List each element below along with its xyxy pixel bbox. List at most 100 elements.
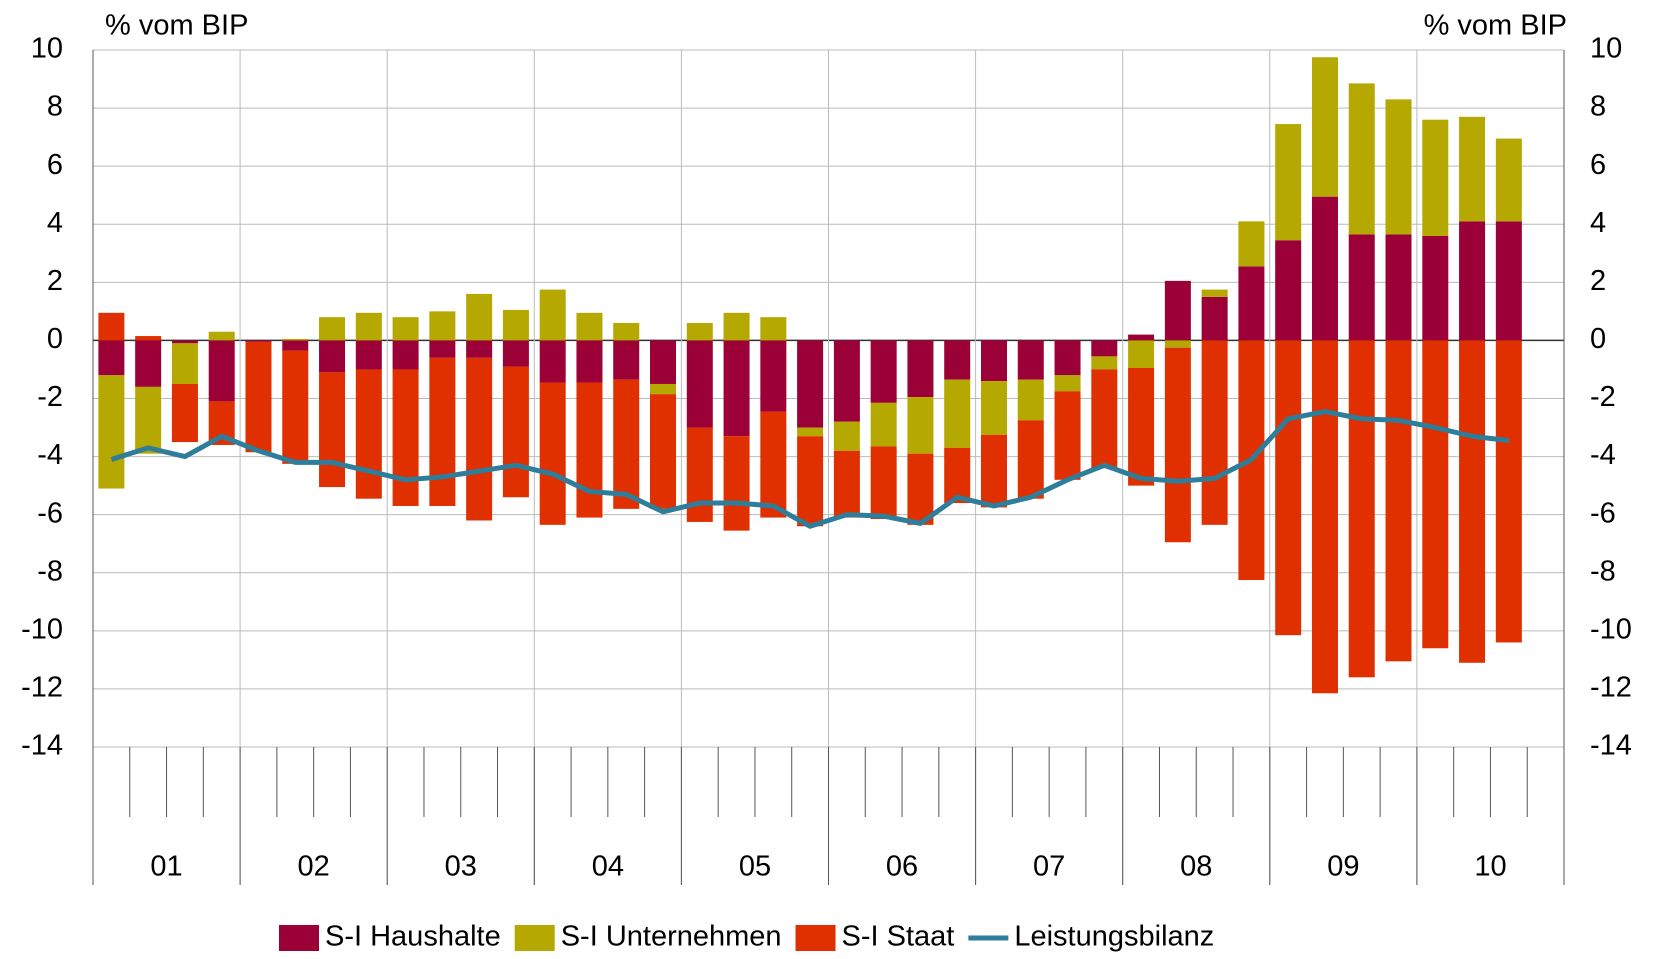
bar-segment — [171, 340, 198, 344]
legend-swatch — [795, 925, 836, 951]
bar-segment — [319, 372, 346, 488]
bar-segment — [208, 340, 235, 402]
y2-tick-label: -2 — [1590, 381, 1616, 413]
y-tick-label: 8 — [47, 91, 63, 123]
bar-segment — [1054, 391, 1081, 480]
y2-tick-label: -14 — [1590, 730, 1632, 762]
y-tick-label: 0 — [47, 323, 63, 355]
x-tick-label: 03 — [445, 851, 477, 883]
bar-segment — [466, 293, 493, 341]
bar-segment — [1238, 221, 1265, 267]
bar-segment — [1128, 340, 1155, 369]
bar-segment — [1054, 375, 1081, 392]
bar-segment — [1164, 340, 1191, 348]
x-tick-label: 10 — [1474, 851, 1506, 883]
bar-segment — [1459, 221, 1486, 341]
bar-segment — [1054, 340, 1081, 376]
bar-segment — [539, 340, 566, 383]
bar-segment — [760, 411, 787, 518]
bar-segment — [98, 375, 125, 489]
bar-segment — [870, 446, 897, 520]
bar-segment — [466, 340, 493, 358]
bar-segment — [833, 340, 860, 422]
bar-segment — [760, 340, 787, 412]
bar-segment — [282, 338, 309, 341]
bar-segment — [650, 340, 677, 384]
bar-segment — [797, 427, 824, 437]
bar-segment — [576, 382, 603, 518]
bar-segment — [98, 312, 125, 341]
bar-segment — [429, 340, 456, 358]
bar-segment — [502, 366, 529, 498]
legend-swatch — [279, 925, 319, 951]
bar-segment — [135, 386, 162, 454]
bar-segment — [539, 382, 566, 525]
bar-segment — [245, 341, 272, 453]
bar-segment — [429, 357, 456, 506]
y2-tick-label: -8 — [1590, 555, 1616, 587]
y-tick-label: -6 — [37, 497, 63, 529]
bar-segment — [907, 397, 934, 454]
y-tick-label: 2 — [47, 265, 63, 297]
y-tick-label: 10 — [31, 33, 63, 65]
bar-segment — [1385, 340, 1412, 662]
bar-segment — [429, 311, 456, 341]
bar-segment — [1311, 57, 1338, 197]
bar-segment — [1348, 83, 1375, 235]
bar-segment — [171, 383, 198, 443]
y2-tick-label: 8 — [1590, 91, 1606, 123]
y2-tick-label: 0 — [1590, 323, 1606, 355]
bar-segment — [1128, 334, 1155, 341]
y-tick-label: -8 — [37, 555, 63, 587]
x-tick-label: 01 — [150, 851, 182, 883]
legend-label: S-I Staat — [842, 921, 955, 953]
bar-segment — [539, 289, 566, 341]
bar-segment — [355, 312, 382, 341]
bar-segment — [392, 369, 419, 506]
bar-segment — [319, 317, 346, 341]
bar-segment — [723, 436, 750, 531]
bar-segment — [576, 312, 603, 341]
bar-segment — [1017, 379, 1044, 421]
y2-tick-label: -12 — [1590, 672, 1632, 704]
bar-segment — [797, 340, 824, 428]
line-series — [110, 409, 1510, 529]
bar-segment — [1017, 340, 1044, 380]
bar-segment — [1275, 124, 1302, 241]
x-tick-label: 08 — [1180, 851, 1212, 883]
bar-segment — [1275, 340, 1302, 636]
y-axis-title: % vom BIP — [105, 10, 248, 42]
y-tick-label: -10 — [21, 613, 63, 645]
bar-segment — [135, 336, 162, 341]
y-tick-label: 6 — [47, 149, 63, 181]
bar-segment — [1459, 340, 1486, 663]
y-tick-label: -2 — [37, 381, 63, 413]
bar-segment — [833, 421, 860, 451]
bar-segment — [392, 317, 419, 341]
y-tick-label: -4 — [37, 439, 63, 471]
bar-segment — [907, 453, 934, 525]
bar-segment — [613, 340, 640, 380]
bar-segment — [1164, 347, 1191, 543]
bar-segment — [944, 340, 971, 380]
bar-segment — [723, 312, 750, 341]
bar-segment — [1201, 289, 1228, 297]
y-tick-label: 4 — [47, 207, 63, 239]
y2-tick-label: 4 — [1590, 207, 1606, 239]
bar-segment — [1091, 356, 1118, 370]
bar-segment — [1385, 99, 1412, 235]
bar-segment — [907, 340, 934, 398]
legend-label: S-I Unternehmen — [561, 921, 782, 953]
bar-segment — [1348, 340, 1375, 678]
bar-segment — [1128, 368, 1155, 486]
bar-segment — [355, 340, 382, 370]
bar-segment — [208, 331, 235, 341]
bar-segment — [135, 340, 162, 387]
bar-segment — [319, 340, 346, 373]
legend-label: S-I Haushalte — [325, 921, 501, 953]
bar-segment — [870, 402, 897, 447]
bar-segment — [282, 350, 309, 464]
legend-swatch — [514, 925, 555, 951]
bar-segment — [1017, 420, 1044, 499]
